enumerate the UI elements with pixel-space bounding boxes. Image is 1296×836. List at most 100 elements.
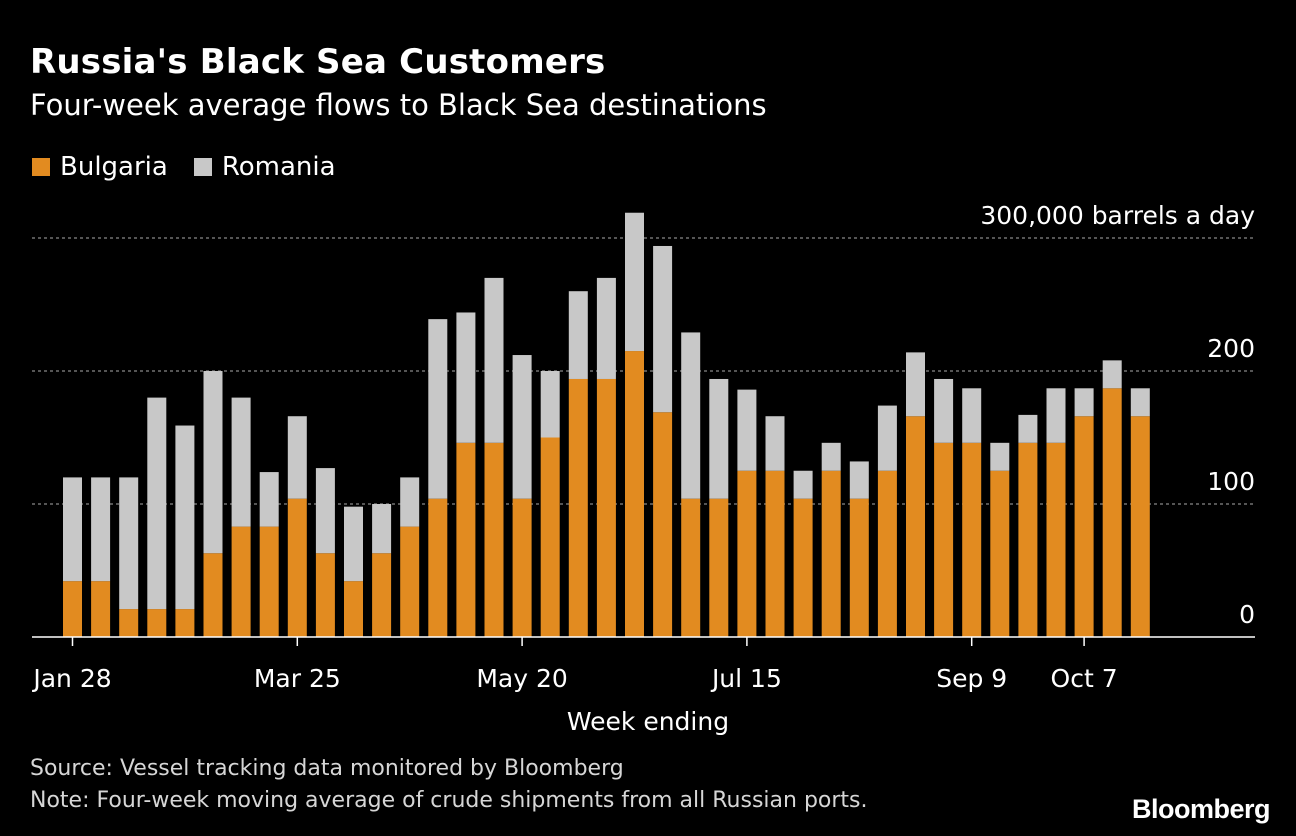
bar-bulgaria-8 xyxy=(287,498,307,637)
bar-romania-16 xyxy=(512,355,532,499)
bar-bulgaria-27 xyxy=(821,470,841,637)
x-tick-label-0: Jan 28 xyxy=(31,664,111,693)
bar-romania-29 xyxy=(877,405,897,471)
bar-romania-35 xyxy=(1046,388,1066,443)
bar-romania-8 xyxy=(287,416,307,499)
legend-swatch-romania xyxy=(193,158,212,176)
bar-romania-27 xyxy=(821,442,841,471)
bar-romania-37 xyxy=(1102,360,1122,389)
bar-romania-18 xyxy=(568,291,588,379)
bar-romania-1 xyxy=(91,477,111,582)
bar-bulgaria-14 xyxy=(456,442,476,637)
y-tick-label-200: 200 xyxy=(1207,334,1255,363)
bar-bulgaria-13 xyxy=(428,498,448,637)
bar-romania-28 xyxy=(849,461,869,499)
bar-bulgaria-21 xyxy=(653,412,673,637)
bar-bulgaria-19 xyxy=(596,378,616,637)
bar-romania-36 xyxy=(1074,388,1094,417)
bar-bulgaria-17 xyxy=(540,437,560,637)
bar-bulgaria-26 xyxy=(793,498,813,637)
bar-bulgaria-36 xyxy=(1074,416,1094,637)
bar-bulgaria-16 xyxy=(512,498,532,637)
bar-romania-33 xyxy=(990,442,1010,471)
bar-bulgaria-32 xyxy=(962,442,982,637)
bar-romania-32 xyxy=(962,388,982,443)
bar-romania-6 xyxy=(231,397,251,527)
bar-bulgaria-30 xyxy=(906,416,925,637)
y-tick-label-100: 100 xyxy=(1207,467,1255,496)
bar-bulgaria-29 xyxy=(877,470,897,637)
bloomberg-logo: Bloomberg xyxy=(1131,794,1271,824)
y-tick-label-0: 0 xyxy=(1239,600,1255,629)
bar-romania-3 xyxy=(147,397,167,610)
bar-romania-10 xyxy=(344,506,363,582)
bar-romania-26 xyxy=(793,470,813,499)
bar-romania-9 xyxy=(315,468,335,554)
bar-romania-15 xyxy=(484,277,504,443)
bar-romania-11 xyxy=(372,504,392,554)
x-tick-label-8: Mar 25 xyxy=(254,664,341,693)
bar-romania-13 xyxy=(428,319,448,499)
bar-romania-7 xyxy=(259,472,279,527)
bar-bulgaria-22 xyxy=(681,498,701,637)
bar-romania-5 xyxy=(203,371,223,554)
bar-bulgaria-31 xyxy=(934,442,954,637)
bar-bulgaria-1 xyxy=(91,581,111,637)
bar-romania-31 xyxy=(934,378,954,443)
legend-label-bulgaria: Bulgaria xyxy=(60,152,168,182)
bar-romania-34 xyxy=(1018,414,1038,443)
legend-item-romania: Romania xyxy=(193,152,336,182)
bar-romania-25 xyxy=(765,416,785,471)
bar-romania-2 xyxy=(119,477,139,610)
x-tick-label-16: May 20 xyxy=(476,664,567,693)
bar-bulgaria-11 xyxy=(372,553,392,637)
bar-romania-21 xyxy=(653,245,673,413)
bar-romania-14 xyxy=(456,312,476,443)
bar-bulgaria-7 xyxy=(259,526,279,637)
bar-bulgaria-25 xyxy=(765,470,785,637)
bar-romania-24 xyxy=(737,389,757,471)
bar-bulgaria-28 xyxy=(849,498,869,637)
bar-romania-22 xyxy=(681,332,701,499)
bar-bulgaria-6 xyxy=(231,526,251,637)
bar-bulgaria-10 xyxy=(344,581,363,637)
methodology-note: Note: Four-week moving average of crude … xyxy=(30,788,868,813)
bar-romania-17 xyxy=(540,371,560,438)
bar-romania-19 xyxy=(596,277,616,379)
bar-bulgaria-15 xyxy=(484,442,504,637)
bar-bulgaria-23 xyxy=(709,498,729,637)
bar-romania-20 xyxy=(625,212,644,352)
x-tick-label-36: Oct 7 xyxy=(1051,664,1118,693)
bar-bulgaria-33 xyxy=(990,470,1010,637)
x-tick-label-24: Jul 15 xyxy=(710,664,782,693)
chart-subtitle: Four-week average flows to Black Sea des… xyxy=(30,88,767,122)
bar-bulgaria-18 xyxy=(568,378,588,637)
bar-bulgaria-3 xyxy=(147,609,167,637)
legend-swatch-bulgaria xyxy=(32,158,50,176)
x-axis-title: Week ending xyxy=(567,707,729,736)
y-tick-label-300: 300,000 barrels a day xyxy=(980,201,1255,230)
bar-romania-38 xyxy=(1130,388,1150,417)
bar-bulgaria-35 xyxy=(1046,442,1066,637)
bar-bulgaria-12 xyxy=(400,526,420,637)
bar-bulgaria-4 xyxy=(175,609,195,637)
bar-bulgaria-34 xyxy=(1018,442,1038,637)
legend-item-bulgaria: Bulgaria xyxy=(32,152,168,182)
source-note: Source: Vessel tracking data monitored b… xyxy=(30,756,624,781)
bar-bulgaria-2 xyxy=(119,609,139,637)
bar-bulgaria-0 xyxy=(63,581,82,637)
bar-bulgaria-37 xyxy=(1102,388,1122,637)
x-tick-label-32: Sep 9 xyxy=(936,664,1007,693)
bar-bulgaria-38 xyxy=(1130,416,1150,637)
bar-bulgaria-5 xyxy=(203,553,223,637)
legend: Bulgaria Romania xyxy=(32,152,350,182)
bar-bulgaria-24 xyxy=(737,470,757,637)
bar-romania-0 xyxy=(63,477,82,582)
bar-romania-4 xyxy=(175,425,195,610)
stacked-bar-chart: 0 100 200 300,000 barrels a day Jan 28 Mar 25… xyxy=(31,201,1255,736)
legend-label-romania: Romania xyxy=(221,152,336,182)
bar-bulgaria-20 xyxy=(625,351,644,637)
bar-bulgaria-9 xyxy=(315,553,335,637)
bar-romania-12 xyxy=(400,477,420,527)
bar-romania-30 xyxy=(906,352,925,417)
